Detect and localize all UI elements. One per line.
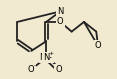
- Text: O: O: [57, 17, 64, 26]
- Text: O: O: [55, 65, 62, 74]
- Text: N: N: [43, 53, 49, 62]
- Text: N+: N+: [40, 53, 53, 62]
- Text: N: N: [57, 7, 63, 16]
- Text: O: O: [27, 65, 34, 74]
- Text: +: +: [48, 52, 54, 56]
- Text: O-: O-: [26, 65, 35, 74]
- Text: -: -: [34, 63, 36, 68]
- Text: O: O: [95, 41, 101, 50]
